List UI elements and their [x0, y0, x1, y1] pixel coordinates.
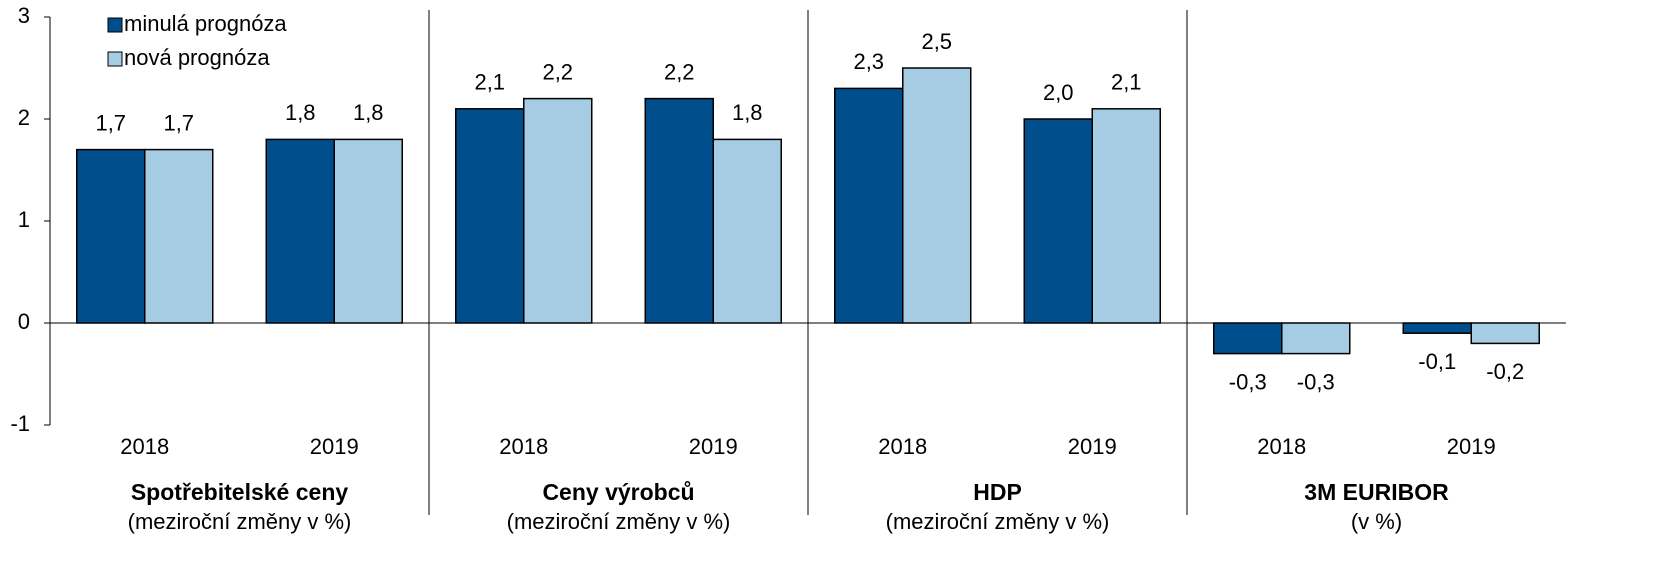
x-tick-label: 2018 — [120, 434, 169, 459]
bar — [1023, 118, 1093, 324]
x-tick-label: 2019 — [1447, 434, 1496, 459]
value-label: -0,3 — [1297, 369, 1335, 394]
group-note: (meziroční změny v %) — [128, 509, 352, 534]
y-tick-label: 1 — [18, 207, 30, 232]
bar — [76, 148, 146, 324]
bar — [1281, 322, 1351, 355]
legend-swatch — [107, 17, 123, 33]
value-label: 2,2 — [542, 59, 573, 84]
y-tick-label: -1 — [10, 411, 30, 436]
x-tick-label: 2019 — [689, 434, 738, 459]
bar — [333, 138, 403, 324]
value-label: 1,7 — [95, 110, 126, 135]
value-label: 1,8 — [732, 100, 763, 125]
value-label: 2,5 — [921, 29, 952, 54]
value-label: 2,1 — [474, 70, 505, 95]
value-label: 1,8 — [353, 100, 384, 125]
bar — [1470, 322, 1540, 345]
group-note: (meziroční změny v %) — [507, 509, 731, 534]
x-tick-label: 2018 — [1257, 434, 1306, 459]
x-tick-label: 2019 — [1068, 434, 1117, 459]
value-label: 1,8 — [285, 100, 316, 125]
value-label: 2,0 — [1043, 80, 1074, 105]
legend-swatch — [107, 51, 123, 67]
y-tick-label: 3 — [18, 3, 30, 28]
y-tick-label: 2 — [18, 105, 30, 130]
bar — [1213, 322, 1283, 355]
bar — [1402, 322, 1472, 334]
group-name: Spotřebitelské ceny — [131, 479, 349, 505]
legend-label: nová prognóza — [124, 45, 270, 70]
x-tick-label: 2018 — [499, 434, 548, 459]
value-label: -0,1 — [1418, 349, 1456, 374]
group-name: 3M EURIBOR — [1304, 479, 1449, 505]
bar — [265, 138, 335, 324]
value-label: 2,1 — [1111, 70, 1142, 95]
group-name: Ceny výrobců — [542, 479, 694, 505]
x-tick-label: 2019 — [310, 434, 359, 459]
legend-label: minulá prognóza — [124, 11, 287, 36]
value-label: 2,3 — [853, 49, 884, 74]
bar — [144, 148, 214, 324]
bar — [712, 138, 782, 324]
x-tick-label: 2018 — [878, 434, 927, 459]
bar — [834, 87, 904, 324]
value-label: 2,2 — [664, 59, 695, 84]
value-label: 1,7 — [163, 110, 194, 135]
bar — [523, 97, 593, 324]
value-label: -0,2 — [1486, 359, 1524, 384]
bar — [1091, 108, 1161, 324]
y-tick-label: 0 — [18, 309, 30, 334]
bar — [455, 108, 525, 324]
bar — [644, 97, 714, 324]
value-label: -0,3 — [1229, 369, 1267, 394]
group-note: (v %) — [1351, 509, 1402, 534]
group-name: HDP — [973, 479, 1022, 505]
bar — [902, 67, 972, 324]
group-note: (meziroční změny v %) — [886, 509, 1110, 534]
